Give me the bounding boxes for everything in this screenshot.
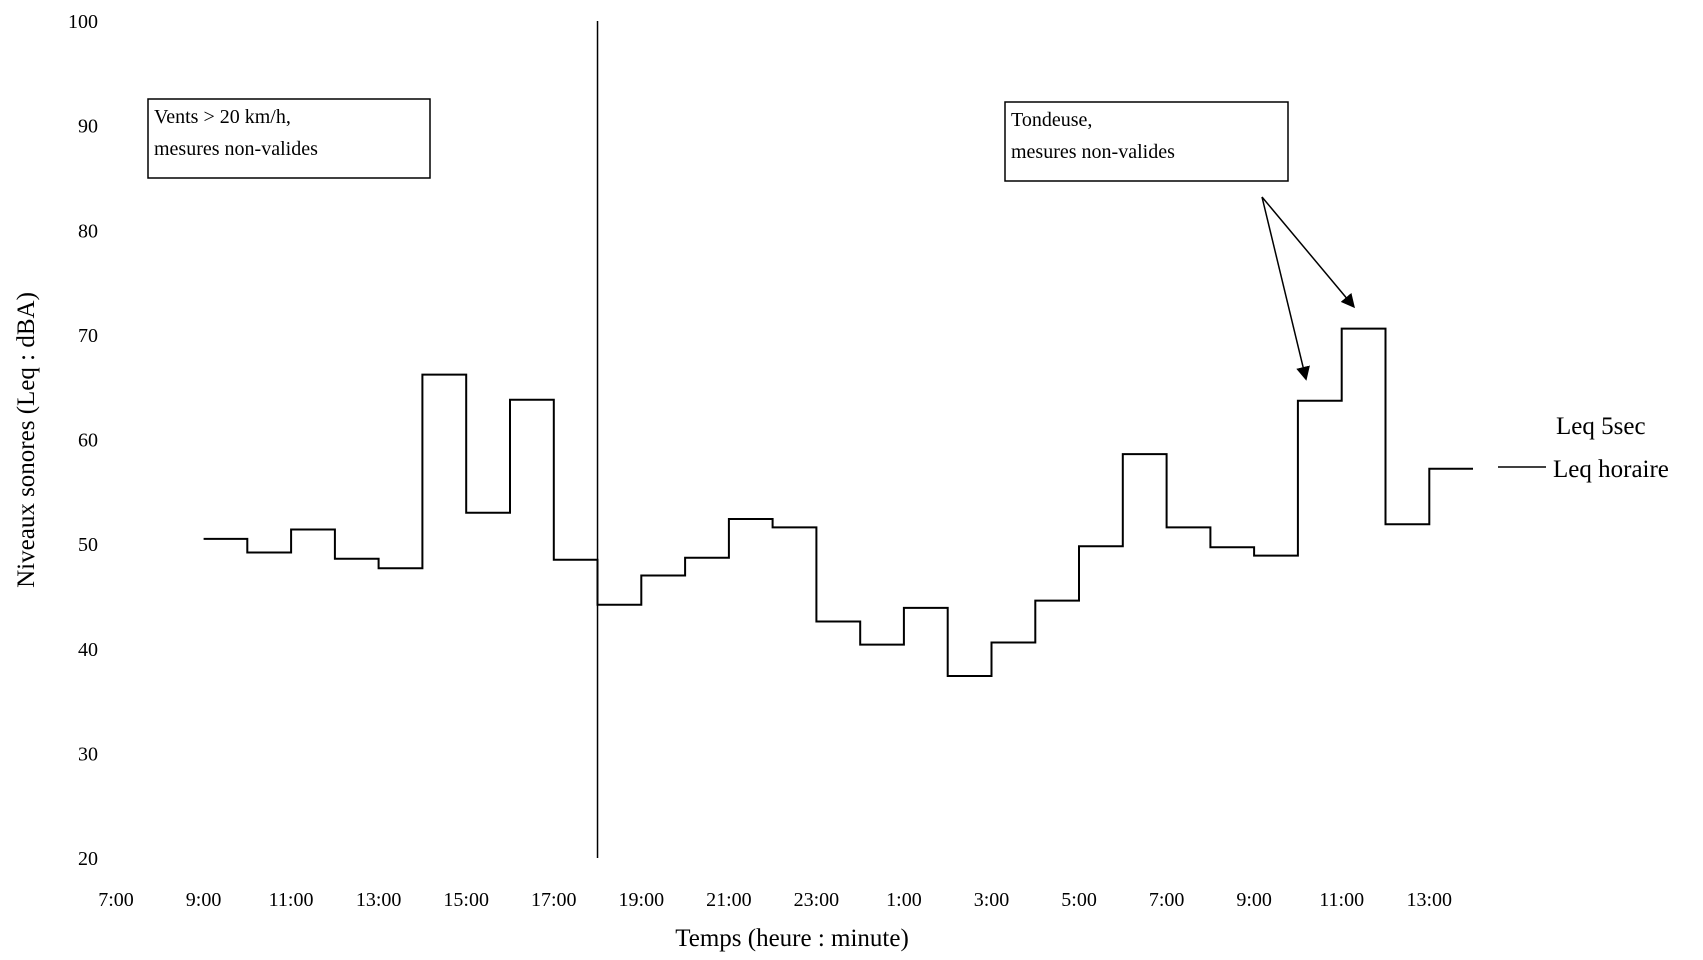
y-tick-label: 50 (78, 534, 98, 556)
legend-item-leq-horaire: Leq horaire (1553, 456, 1669, 483)
x-tick-label: 19:00 (619, 889, 665, 911)
x-tick-label: 17:00 (531, 889, 577, 911)
x-tick-label: 7:00 (1149, 889, 1185, 911)
x-tick-label: 5:00 (1061, 889, 1097, 911)
x-tick-label: 13:00 (356, 889, 402, 911)
y-tick-label: 70 (78, 325, 98, 347)
x-tick-label: 3:00 (974, 889, 1010, 911)
y-axis-title: Niveaux sonores (Leq : dBA) (13, 292, 40, 588)
y-tick-label: 100 (68, 11, 98, 33)
x-tick-label: 23:00 (794, 889, 840, 911)
x-tick-label: 11:00 (1319, 889, 1364, 911)
y-tick-label: 60 (78, 430, 98, 452)
annotation-mower: Tondeuse, mesures non-valides (1004, 101, 1355, 381)
series-line-leq-horaire (203, 327, 1473, 677)
annotation-wind-line-1: Vents > 20 km/h, (154, 106, 291, 128)
x-tick-label: 21:00 (706, 889, 752, 911)
y-tick-label: 40 (78, 639, 98, 661)
annotation-wind-box (147, 98, 431, 179)
legend-item-leq-5sec: Leq 5sec (1556, 413, 1646, 440)
annotation-mower-box (1004, 101, 1289, 182)
annotation-wind: Vents > 20 km/h, mesures non-valides (147, 98, 431, 179)
x-tick-label: 11:00 (269, 889, 314, 911)
y-tick-label: 80 (78, 220, 98, 242)
y-axis-ticks: 20 30 40 50 60 70 80 90 100 (68, 11, 98, 870)
annotation-mower-arrow-2 (1261, 196, 1355, 309)
x-tick-label: 7:00 (98, 889, 134, 911)
annotation-mower-line-1: Tondeuse, (1011, 109, 1092, 131)
legend: Leq 5sec Leq horaire (1498, 413, 1669, 483)
annotation-mower-line-2: mesures non-valides (1011, 141, 1175, 163)
x-axis-ticks: 7:00 9:00 11:00 13:00 15:00 17:00 19:00 21:00 23… (98, 889, 1452, 911)
x-tick-label: 9:00 (186, 889, 222, 911)
annotation-mower-arrow-1 (1261, 196, 1310, 381)
x-tick-label: 13:00 (1406, 889, 1452, 911)
y-tick-label: 90 (78, 116, 98, 138)
x-tick-label: 15:00 (443, 889, 489, 911)
x-tick-label: 9:00 (1236, 889, 1272, 911)
x-tick-label: 1:00 (886, 889, 922, 911)
y-tick-label: 20 (78, 848, 98, 870)
y-tick-label: 30 (78, 743, 98, 765)
annotation-wind-line-2: mesures non-valides (154, 138, 318, 160)
x-axis-title: Temps (heure : minute) (675, 925, 909, 952)
